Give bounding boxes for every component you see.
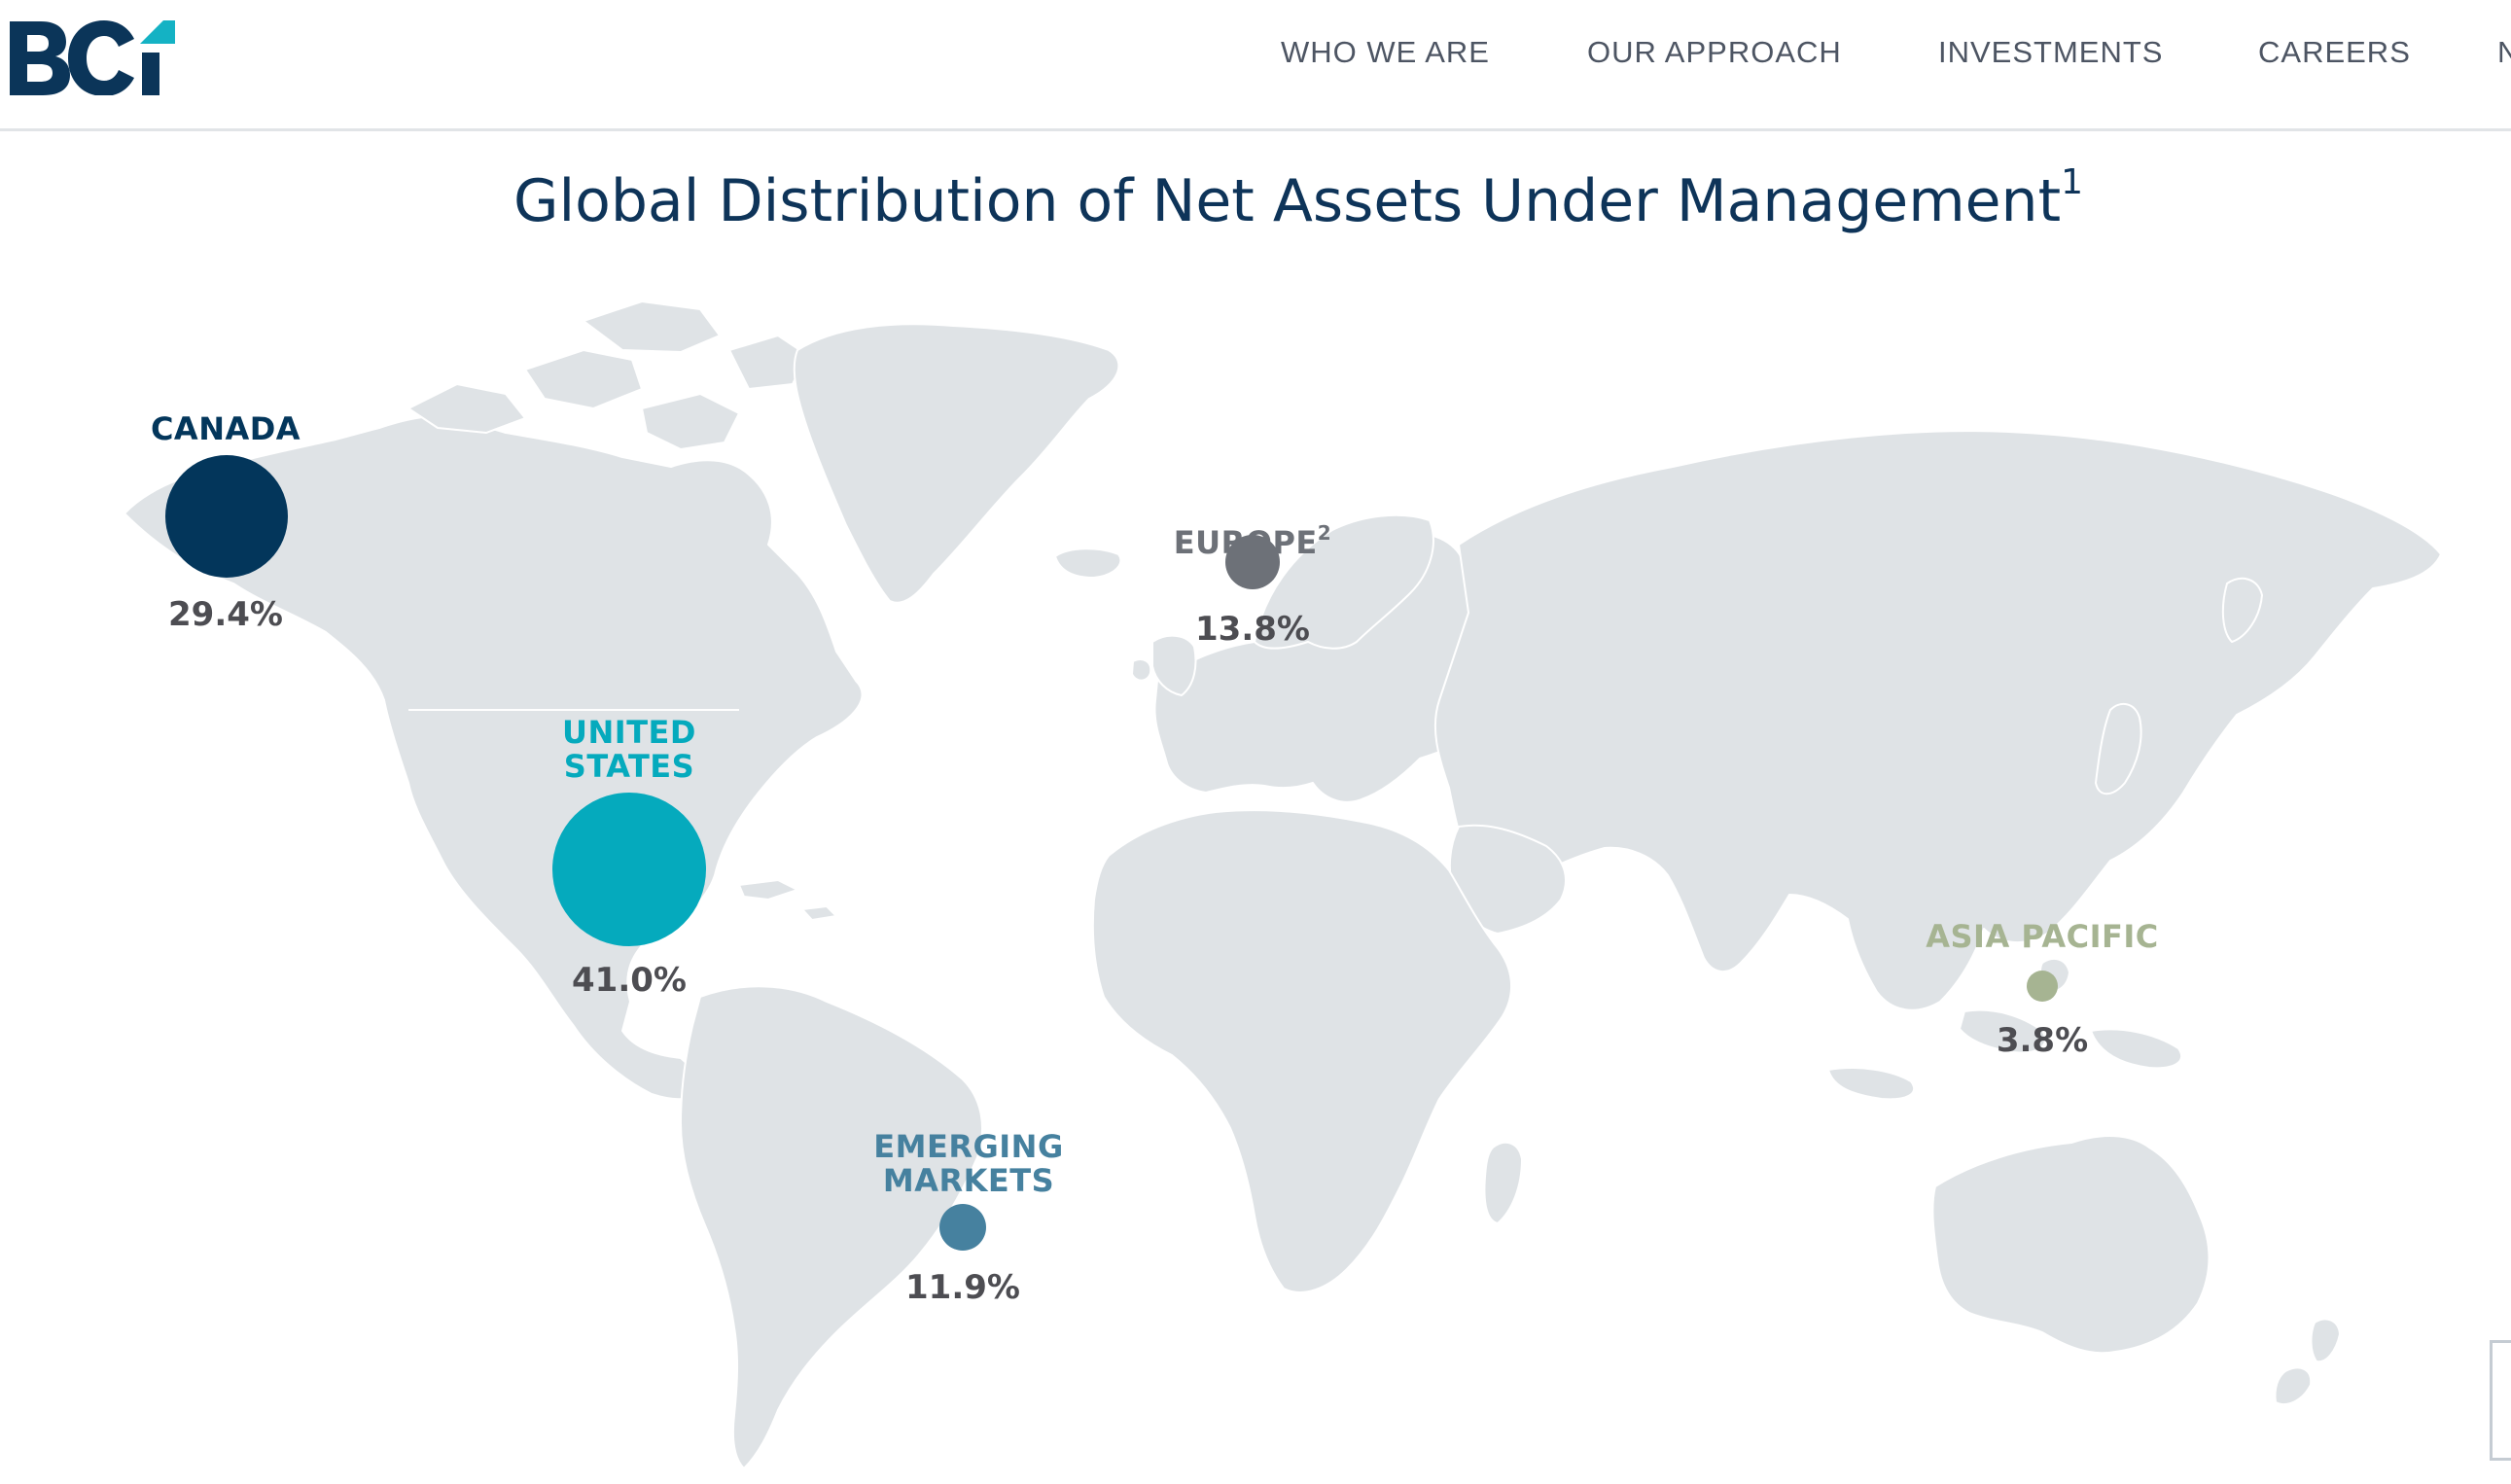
region-emerging-markets-value: 11.9% xyxy=(905,1268,1020,1307)
region-europe-value: 13.8% xyxy=(1195,610,1310,649)
africa-shape xyxy=(1091,809,1513,1293)
region-europe-footnote: 2 xyxy=(1317,521,1332,545)
region-united-states-label: UNITED STATES xyxy=(562,714,696,785)
region-asia-pacific-label: ASIA PACIFIC xyxy=(1926,918,2159,955)
title-footnote: 1 xyxy=(2061,162,2084,202)
side-widget[interactable] xyxy=(2490,1340,2511,1461)
south-america-shape xyxy=(680,985,983,1469)
region-united-states-value: 41.0% xyxy=(572,961,687,1000)
nav-who-we-are[interactable]: WHO WE ARE xyxy=(1281,35,1490,69)
nav-our-approach[interactable]: OUR APPROACH xyxy=(1587,35,1842,69)
region-canada-label: CANADA xyxy=(150,410,301,447)
region-europe-bubble[interactable] xyxy=(1225,535,1280,589)
region-united-states-bubble[interactable] xyxy=(552,793,706,946)
page-title-text: Global Distribution of Net Assets Under … xyxy=(513,167,2062,235)
region-canada-value: 29.4% xyxy=(168,595,283,634)
greenland-shape xyxy=(793,323,1120,604)
australia-shape xyxy=(1931,1135,2210,1355)
nav-careers[interactable]: CAREERS xyxy=(2258,35,2411,69)
page-title: Global Distribution of Net Assets Under … xyxy=(0,165,2511,236)
region-asia-pacific-bubble[interactable] xyxy=(2027,971,2058,1002)
site-header: WHO WE ARE OUR APPROACH INVESTMENTS CARE… xyxy=(0,0,2511,131)
asia-shape xyxy=(1433,430,2442,1011)
bci-logo[interactable] xyxy=(8,14,178,95)
region-emerging-markets-label: EMERGING MARKETS xyxy=(873,1128,1064,1199)
nav-more[interactable]: N xyxy=(2497,35,2511,69)
region-asia-pacific-value: 3.8% xyxy=(1996,1021,2089,1060)
nav-investments[interactable]: INVESTMENTS xyxy=(1938,35,2164,69)
main-nav: WHO WE ARE OUR APPROACH INVESTMENTS CARE… xyxy=(0,0,2511,128)
world-map xyxy=(124,300,2442,1469)
region-canada-bubble[interactable] xyxy=(165,455,288,578)
region-emerging-markets-bubble[interactable] xyxy=(939,1204,986,1251)
